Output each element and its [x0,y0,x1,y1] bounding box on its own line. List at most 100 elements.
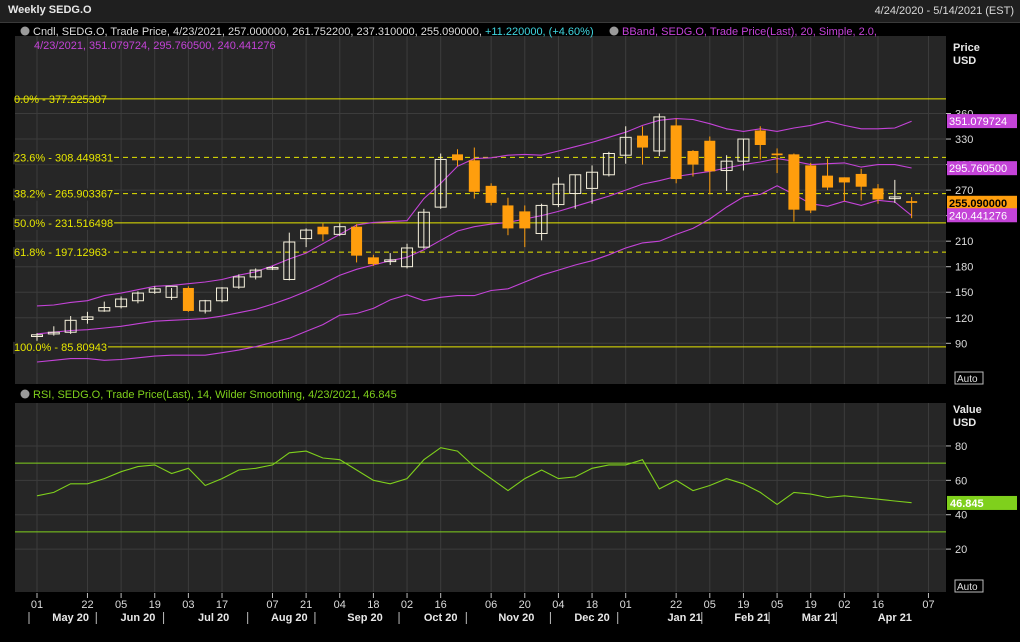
price-axis-title: Price [953,42,980,54]
rsi-last-value-tag: 46.845 [947,495,1017,510]
time-axis-day-labels: 01 22 05 19 03 17 07 21 04 18 02 16 06 20 04 18 01 22 05 19… [31,593,935,611]
price-tick-label: 120 [955,313,973,325]
window-title: Weekly SEDG.O [8,4,92,16]
time-day-label: 19 [149,599,161,611]
time-day-label: 22 [81,599,93,611]
time-month-label: Jul 20 [198,612,229,624]
candle-up [266,267,279,270]
svg-text:Cndl, SEDG.O, Trade Price, 4/2: Cndl, SEDG.O, Trade Price, 4/23/2021, 25… [33,26,594,38]
price-tick-label: 210 [955,236,973,248]
time-month-label: May 20 [52,612,89,624]
fib-label: 100.0% - 85.80943 [14,342,107,354]
candle-up [131,292,144,302]
candle-up [602,153,615,176]
fib-label-bg [13,188,115,201]
bband-legend-values: 4/23/2021, 351.079724, 295.760500, 240.4… [34,40,276,52]
time-day-label: 16 [435,599,447,611]
candle-down [704,140,716,172]
rsi-value-label: 46.845 [950,498,984,510]
rsi-toggle-icon[interactable] [20,389,30,399]
bband-toggle-icon[interactable] [609,26,619,36]
time-month-label: Aug 20 [271,612,308,624]
candle-up [165,285,178,298]
candle-up [552,183,565,206]
candle-down [452,154,463,161]
legend-toggle-icon[interactable] [20,26,30,36]
candle-change-text: +11.220000, (+4.60%) [485,26,594,38]
rsi-legend-text: RSI, SEDG.O, Trade Price(Last), 14, Wild… [33,389,397,401]
candle-down [754,130,766,145]
time-day-label: 18 [367,599,379,611]
bband-middle-line [36,158,912,335]
candle-down [519,211,531,229]
rsi-axis-unit: USD [953,417,976,429]
value-tag-bband_lower [947,208,1017,223]
candle-up [31,334,43,337]
rsi-plot-area[interactable] [15,403,946,592]
candle-down [502,205,514,229]
price-axis-unit: USD [953,55,976,67]
candle-up [569,174,582,195]
candle-down [670,125,682,180]
date-range: 4/24/2020 - 5/14/2021 (EST) [874,5,1014,17]
time-day-label: 06 [485,599,497,611]
candle-up [81,316,94,320]
candle-up [232,276,245,288]
candle-down [805,165,817,211]
price-tick-label: 150 [955,287,973,299]
candle-down [872,188,884,200]
rsi-auto-button[interactable]: Auto [954,579,984,593]
time-axis[interactable]: 01 22 05 19 03 17 07 21 04 18 02 16 06 20 04 18 01 22 05 19… [28,593,935,624]
time-month-label: Oct 20 [424,612,458,624]
rsi-gridlines [15,403,946,592]
bband-legend-text: BBand, SEDG.O, Trade Price(Last), 20, Si… [622,26,877,38]
time-month-label: Dec 20 [574,612,609,624]
time-day-label: 21 [300,599,312,611]
value-tag-bband_middle [947,161,1017,176]
candle-up [653,116,666,152]
time-day-label: 19 [805,599,817,611]
time-month-label: Mar 21 [802,612,837,624]
value-tag-label: 240.441276 [949,210,1007,222]
candlestick-series [31,113,918,341]
candle-up [47,331,60,335]
fib-label-bg [13,152,115,165]
time-day-label: 01 [620,599,632,611]
fib-label-bg [13,247,108,260]
price-axis[interactable]: Price USD 90120150180210240270300330360 … [946,36,1020,385]
time-day-label: 17 [216,599,228,611]
time-day-label: 04 [334,599,346,611]
candle-up [535,204,548,235]
rsi-tick-labels: 20 40 60 80 [946,441,967,556]
time-month-label: Sep 20 [347,612,382,624]
value-tag-bband_upper [947,114,1017,129]
value-tag-close [947,195,1017,210]
rsi-legend: RSI, SEDG.O, Trade Price(Last), 14, Wild… [20,389,397,401]
rsi-tick-label: 20 [955,544,967,556]
rsi-panel[interactable]: RSI, SEDG.O, Trade Price(Last), 14, Wild… [15,389,1017,593]
value-tag-label: 295.760500 [949,163,1007,175]
price-auto-button[interactable]: Auto [954,371,984,385]
candle-up [619,136,632,156]
fib-label-bg [13,217,115,230]
rsi-series-line [36,447,912,506]
candle-down [637,135,649,148]
fib-label: 0.0% - 377.225307 [14,94,107,106]
value-tag-label: 255.090000 [949,198,1007,210]
time-day-label: 22 [670,599,682,611]
time-month-label: Nov 20 [498,612,534,624]
price-plot-area[interactable] [15,36,946,384]
rsi-axis[interactable]: Value USD 20 40 60 80 46.845 [946,404,1017,556]
candle-legend-text: Cndl, SEDG.O, Trade Price, 4/23/2021, 25… [33,26,485,38]
candle-down [182,287,194,311]
candle-up [888,196,901,200]
candle-down [788,154,800,210]
candle-down [367,257,379,265]
price-panel[interactable]: 0.0% - 377.225307 23.6% - 308.449831 38.2%… [13,26,1020,385]
time-day-label: 07 [922,599,934,611]
time-month-label: Jan 21 [667,612,701,624]
time-day-label: 02 [401,599,413,611]
rsi-level-lines [15,462,946,533]
value-tag-label: 351.079724 [949,116,1007,128]
